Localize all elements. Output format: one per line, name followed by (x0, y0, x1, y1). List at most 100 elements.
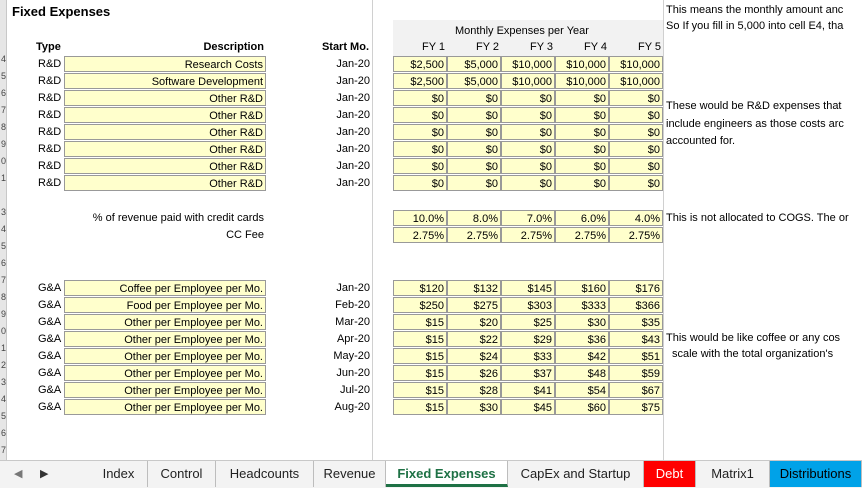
fy-value-cell[interactable]: $0 (393, 141, 447, 157)
description-cell[interactable]: Other R&D (64, 90, 266, 106)
description-cell[interactable]: Coffee per Employee per Mo. (64, 280, 266, 296)
fy-value-cell[interactable]: $60 (555, 399, 609, 415)
fy-value-cell[interactable]: $15 (393, 399, 447, 415)
fy-value-cell[interactable]: $0 (447, 158, 501, 174)
cc-value-cell[interactable]: 2.75% (555, 227, 609, 243)
start-month-cell[interactable]: Aug-20 (334, 401, 370, 413)
start-month-cell[interactable]: Jan-20 (336, 75, 370, 87)
start-month-cell[interactable]: Jan-20 (336, 109, 370, 121)
start-month-cell[interactable]: Mar-20 (335, 316, 370, 328)
cc-value-cell[interactable]: 2.75% (447, 227, 501, 243)
fy-value-cell[interactable]: $33 (501, 348, 555, 364)
fy-value-cell[interactable]: $0 (501, 141, 555, 157)
fy-value-cell[interactable]: $30 (447, 399, 501, 415)
start-month-cell[interactable]: Jan-20 (336, 282, 370, 294)
sheet-tab-fixed-expenses[interactable]: Fixed Expenses (386, 461, 508, 487)
fy-value-cell[interactable]: $15 (393, 382, 447, 398)
fy-value-cell[interactable]: $30 (555, 314, 609, 330)
sheet-tab-distributions[interactable]: Distributions (770, 461, 862, 487)
fy-value-cell[interactable]: $10,000 (501, 73, 555, 89)
start-month-cell[interactable]: Jun-20 (336, 367, 370, 379)
fy-value-cell[interactable]: $10,000 (609, 56, 663, 72)
fy-value-cell[interactable]: $0 (447, 175, 501, 191)
start-month-cell[interactable]: May-20 (333, 350, 370, 362)
fy-value-cell[interactable]: $0 (555, 124, 609, 140)
cc-value-cell[interactable]: 2.75% (393, 227, 447, 243)
sheet-tab-matrix1[interactable]: Matrix1 (696, 461, 770, 487)
description-cell[interactable]: Other R&D (64, 158, 266, 174)
fy-value-cell[interactable]: $366 (609, 297, 663, 313)
fy-value-cell[interactable]: $15 (393, 331, 447, 347)
fy-value-cell[interactable]: $29 (501, 331, 555, 347)
start-month-cell[interactable]: Jan-20 (336, 126, 370, 138)
fy-value-cell[interactable]: $0 (501, 158, 555, 174)
description-cell[interactable]: Other per Employee per Mo. (64, 399, 266, 415)
sheet-tab-index[interactable]: Index (90, 461, 148, 487)
fy-value-cell[interactable]: $10,000 (501, 56, 555, 72)
fy-value-cell[interactable]: $43 (609, 331, 663, 347)
fy-value-cell[interactable]: $0 (393, 124, 447, 140)
fy-value-cell[interactable]: $0 (609, 158, 663, 174)
sheet-tab-debt[interactable]: Debt (644, 461, 696, 487)
fy-value-cell[interactable]: $275 (447, 297, 501, 313)
sheet-tab-control[interactable]: Control (148, 461, 216, 487)
fy-value-cell[interactable]: $0 (555, 90, 609, 106)
fy-value-cell[interactable]: $10,000 (609, 73, 663, 89)
fy-value-cell[interactable]: $15 (393, 314, 447, 330)
description-cell[interactable]: Other per Employee per Mo. (64, 314, 266, 330)
description-cell[interactable]: Software Development (64, 73, 266, 89)
sheet-tab-revenue[interactable]: Revenue (314, 461, 386, 487)
fy-value-cell[interactable]: $0 (555, 107, 609, 123)
description-cell[interactable]: Other per Employee per Mo. (64, 365, 266, 381)
fy-value-cell[interactable]: $54 (555, 382, 609, 398)
fy-value-cell[interactable]: $0 (501, 90, 555, 106)
start-month-cell[interactable]: Jan-20 (336, 143, 370, 155)
start-month-cell[interactable]: Jul-20 (340, 384, 370, 396)
start-month-cell[interactable]: Jan-20 (336, 92, 370, 104)
fy-value-cell[interactable]: $0 (393, 175, 447, 191)
fy-value-cell[interactable]: $0 (447, 90, 501, 106)
fy-value-cell[interactable]: $0 (447, 124, 501, 140)
start-month-cell[interactable]: Apr-20 (336, 333, 370, 345)
sheet-tab-capex-and-startup[interactable]: CapEx and Startup (508, 461, 644, 487)
description-cell[interactable]: Other per Employee per Mo. (64, 348, 266, 364)
description-cell[interactable]: Other R&D (64, 124, 266, 140)
fy-value-cell[interactable]: $0 (393, 90, 447, 106)
fy-value-cell[interactable]: $75 (609, 399, 663, 415)
fy-value-cell[interactable]: $24 (447, 348, 501, 364)
fy-value-cell[interactable]: $26 (447, 365, 501, 381)
fy-value-cell[interactable]: $0 (555, 141, 609, 157)
cc-value-cell[interactable]: 2.75% (501, 227, 555, 243)
fy-value-cell[interactable]: $25 (501, 314, 555, 330)
fy-value-cell[interactable]: $37 (501, 365, 555, 381)
fy-value-cell[interactable]: $0 (609, 90, 663, 106)
sheet-tab-headcounts[interactable]: Headcounts (216, 461, 314, 487)
fy-value-cell[interactable]: $51 (609, 348, 663, 364)
fy-value-cell[interactable]: $0 (555, 175, 609, 191)
fy-value-cell[interactable]: $0 (447, 107, 501, 123)
cc-value-cell[interactable]: 7.0% (501, 210, 555, 226)
fy-value-cell[interactable]: $250 (393, 297, 447, 313)
fy-value-cell[interactable]: $176 (609, 280, 663, 296)
description-cell[interactable]: Other R&D (64, 107, 266, 123)
description-cell[interactable]: Research Costs (64, 56, 266, 72)
fy-value-cell[interactable]: $0 (501, 175, 555, 191)
start-month-cell[interactable]: Jan-20 (336, 160, 370, 172)
fy-value-cell[interactable]: $42 (555, 348, 609, 364)
fy-value-cell[interactable]: $160 (555, 280, 609, 296)
description-cell[interactable]: Other R&D (64, 175, 266, 191)
fy-value-cell[interactable]: $132 (447, 280, 501, 296)
fy-value-cell[interactable]: $333 (555, 297, 609, 313)
cc-value-cell[interactable]: 10.0% (393, 210, 447, 226)
fy-value-cell[interactable]: $48 (555, 365, 609, 381)
cc-value-cell[interactable]: 2.75% (609, 227, 663, 243)
fy-value-cell[interactable]: $35 (609, 314, 663, 330)
fy-value-cell[interactable]: $303 (501, 297, 555, 313)
fy-value-cell[interactable]: $0 (393, 107, 447, 123)
fy-value-cell[interactable]: $145 (501, 280, 555, 296)
scroll-tabs-right-icon[interactable]: ▶ (40, 468, 49, 480)
fy-value-cell[interactable]: $45 (501, 399, 555, 415)
description-cell[interactable]: Other R&D (64, 141, 266, 157)
start-month-cell[interactable]: Feb-20 (335, 299, 370, 311)
fy-value-cell[interactable]: $0 (609, 107, 663, 123)
